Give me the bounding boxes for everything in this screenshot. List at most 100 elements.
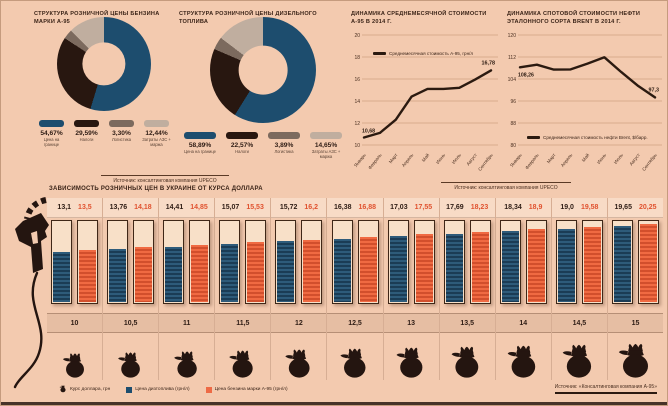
benzin-bar bbox=[525, 220, 547, 304]
benzin-price-value: 16,2 bbox=[304, 204, 318, 211]
benzin-bar-fill bbox=[303, 239, 321, 302]
group-tubes bbox=[103, 218, 158, 313]
donut-legend-item: 14,65% Затраты АЗС + маржа bbox=[305, 132, 347, 160]
y-tick-label: 120 bbox=[508, 33, 517, 39]
x-tick-label: Июнь bbox=[435, 152, 447, 165]
money-bag-icon bbox=[229, 350, 253, 378]
y-tick-label: 12 bbox=[354, 121, 360, 127]
x-tick-label: Сентябрь bbox=[641, 152, 658, 172]
money-bag-cell bbox=[215, 333, 270, 383]
diesel-price-value: 18,34 bbox=[504, 204, 522, 211]
donut-diesel-legend: 58,89% Цена на границе 22,57% Налоги 3,89% Ло… bbox=[179, 132, 347, 160]
benzin-price-value: 17,55 bbox=[414, 204, 433, 211]
source-a95: Источник: «Консалтинговая компания А-95» bbox=[554, 382, 657, 394]
x-tick-label: Январь bbox=[509, 152, 523, 168]
legend-percent: 29,59% bbox=[75, 130, 98, 137]
x-tick-label: Февраль bbox=[524, 152, 540, 170]
usd-group: 18,34 18,9 14 bbox=[494, 198, 551, 383]
benzin-price-value: 15,53 bbox=[246, 204, 264, 211]
diesel-bar bbox=[499, 220, 521, 304]
benzin-bar-fill bbox=[639, 224, 657, 302]
group-tubes bbox=[271, 218, 326, 313]
bar-legend-label: Курс доллара, грн bbox=[70, 387, 111, 393]
donut-diesel-chart bbox=[210, 17, 316, 123]
money-bag-icon bbox=[62, 353, 84, 379]
diesel-bar-fill bbox=[557, 228, 575, 302]
legend-swatch-icon bbox=[74, 120, 99, 127]
line-a95-legend-label: Среднемесячная стоимость А-95, грн/л bbox=[389, 51, 474, 56]
money-bag-icon bbox=[396, 347, 423, 378]
diesel-bar-fill bbox=[277, 241, 295, 302]
usd-rate-value: 12,5 bbox=[327, 313, 383, 333]
diesel-bar bbox=[387, 220, 409, 304]
benzin-bar-fill bbox=[359, 237, 377, 302]
usd-group: 15,72 16,2 12 bbox=[270, 198, 327, 380]
x-tick-label: Июль bbox=[451, 152, 463, 165]
line-chart-a95-panel: ДИНАМИКА СРЕДНЕМЕСЯЧНОЙ СТОИМОСТИ А-95 В… bbox=[351, 11, 501, 184]
group-tubes bbox=[327, 218, 382, 313]
y-tick-label: 112 bbox=[508, 55, 516, 61]
diesel-bar bbox=[275, 220, 297, 304]
line-a95-title: ДИНАМИКА СРЕДНЕМЕСЯЧНОЙ СТОИМОСТИ А-95 В… bbox=[351, 11, 487, 25]
y-tick-label: 18 bbox=[354, 55, 360, 61]
usd-rate-value: 11,5 bbox=[215, 313, 271, 333]
benzin-price-value: 18,9 bbox=[528, 204, 543, 211]
group-values: 13,76 14,18 bbox=[103, 198, 159, 218]
donut-hole bbox=[238, 45, 288, 95]
usd-rate-value: 13 bbox=[383, 313, 439, 333]
diesel-price-value: 19,65 bbox=[614, 204, 632, 211]
y-tick-label: 104 bbox=[508, 77, 517, 83]
legend-swatch-icon bbox=[226, 132, 258, 139]
benzin-bar bbox=[581, 220, 603, 304]
bar-legend-label: Цена бензина марки А-95 (грн/л) bbox=[214, 387, 288, 393]
usd-group: 13,76 14,18 10,5 bbox=[102, 198, 159, 380]
x-tick-label: Февраль bbox=[367, 152, 383, 170]
money-bag-icon bbox=[563, 344, 592, 378]
diesel-bar-fill bbox=[613, 226, 631, 302]
group-values: 16,38 16,88 bbox=[327, 198, 383, 218]
donut-chart-diesel-panel: СТРУКТУРА РОЗНИЧНОЙ ЦЕНЫ ДИЗЕЛЬНОГО ТОПЛ… bbox=[179, 11, 347, 160]
diesel-price-value: 13,76 bbox=[109, 204, 128, 211]
diesel-bar-fill bbox=[333, 238, 351, 302]
legend-swatch-icon bbox=[205, 386, 212, 393]
usd-rate-value: 12 bbox=[271, 313, 327, 333]
group-tubes bbox=[159, 218, 214, 313]
usd-group: 15,07 15,53 11,5 bbox=[214, 198, 271, 383]
usd-group: 16,38 16,88 12,5 bbox=[326, 198, 383, 380]
diesel-bar bbox=[51, 220, 73, 304]
donut-hole bbox=[82, 42, 126, 86]
benzin-bar-fill bbox=[247, 242, 265, 302]
y-tick-label: 80 bbox=[510, 143, 516, 149]
usd-dependency-title: ЗАВИСИМОСТЬ РОЗНИЧНЫХ ЦЕН В УКРАИНЕ ОТ К… bbox=[49, 186, 263, 192]
x-tick-label: Апрель bbox=[560, 152, 574, 168]
donut-legend-item: 29,59% Налоги bbox=[69, 120, 104, 148]
benzin-price-value: 20,25 bbox=[638, 204, 657, 211]
legend-swatch-icon bbox=[184, 132, 216, 139]
group-values: 19,0 19,58 bbox=[551, 198, 607, 218]
line-a95-legend: Среднемесячная стоимость А-95, грн/л bbox=[373, 51, 473, 56]
group-tubes bbox=[496, 218, 551, 313]
benzin-bar bbox=[413, 220, 435, 304]
usd-rate-value: 14 bbox=[495, 313, 551, 333]
usd-rate-value: 15 bbox=[607, 313, 664, 333]
usd-dependency-legend: Курс доллара, грн Цена дизтоплива (грн/л)… bbox=[59, 385, 288, 395]
donut-legend-item: 12,44% Затраты АЗС + маржа bbox=[139, 120, 174, 148]
data-line bbox=[362, 69, 493, 139]
money-bag-cell bbox=[496, 333, 551, 383]
legend-label: Логистика bbox=[274, 149, 294, 154]
group-tubes bbox=[608, 218, 663, 313]
y-tick-label: 10 bbox=[354, 143, 360, 149]
benzin-price-value: 18,23 bbox=[470, 204, 489, 211]
diesel-bar-fill bbox=[221, 244, 239, 302]
bar-legend-item: Цена дизтоплива (грн/л) bbox=[126, 386, 190, 393]
donut-chart-a95-panel: СТРУКТУРА РОЗНИЧНОЙ ЦЕНЫ БЕНЗИНА МАРКИ А… bbox=[34, 11, 174, 148]
line-brent-legend: Среднемесячная стоимость нефти Brent, $/… bbox=[527, 135, 648, 140]
line-brent-plot: 80 88 96 104 112 120 Январь Февраль Март Апрель Ма… bbox=[508, 33, 662, 172]
legend-swatch-icon bbox=[268, 132, 300, 139]
diesel-price-value: 14,41 bbox=[165, 204, 184, 211]
benzin-bar bbox=[77, 220, 99, 304]
x-tick-label: Июль bbox=[613, 152, 625, 165]
usd-rate-value: 14,5 bbox=[551, 313, 607, 333]
usd-rate-value: 13,5 bbox=[439, 313, 495, 333]
